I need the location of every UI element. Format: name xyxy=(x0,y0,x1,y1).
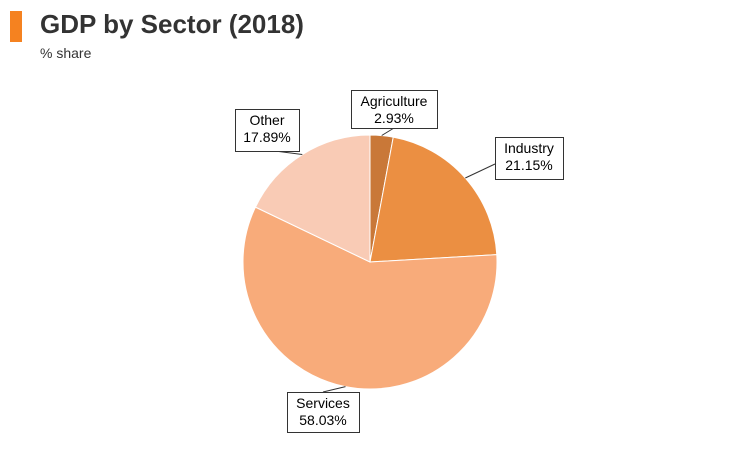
pie-slice-industry xyxy=(369,136,498,263)
slice-name: Agriculture xyxy=(361,93,428,109)
slice-value: 2.93% xyxy=(374,110,414,126)
label-box xyxy=(235,109,300,152)
label-box xyxy=(351,90,438,129)
slice-value: 58.03% xyxy=(299,412,346,428)
title-accent-bar xyxy=(10,11,22,42)
slice-name: Industry xyxy=(504,140,554,156)
slice-value: 17.89% xyxy=(243,129,290,145)
pie-slice-other xyxy=(254,134,371,263)
slice-value: 21.15% xyxy=(505,157,552,173)
pie-slices xyxy=(242,134,498,390)
leader-line xyxy=(381,127,395,136)
slice-name: Services xyxy=(296,395,350,411)
slice-name: Other xyxy=(249,112,284,128)
chart-title: GDP by Sector (2018) xyxy=(40,9,304,39)
chart-subtitle: % share xyxy=(40,45,92,61)
leader-line xyxy=(465,163,496,179)
label-box xyxy=(495,137,564,180)
label-box xyxy=(287,392,360,433)
leader-line xyxy=(322,386,346,393)
